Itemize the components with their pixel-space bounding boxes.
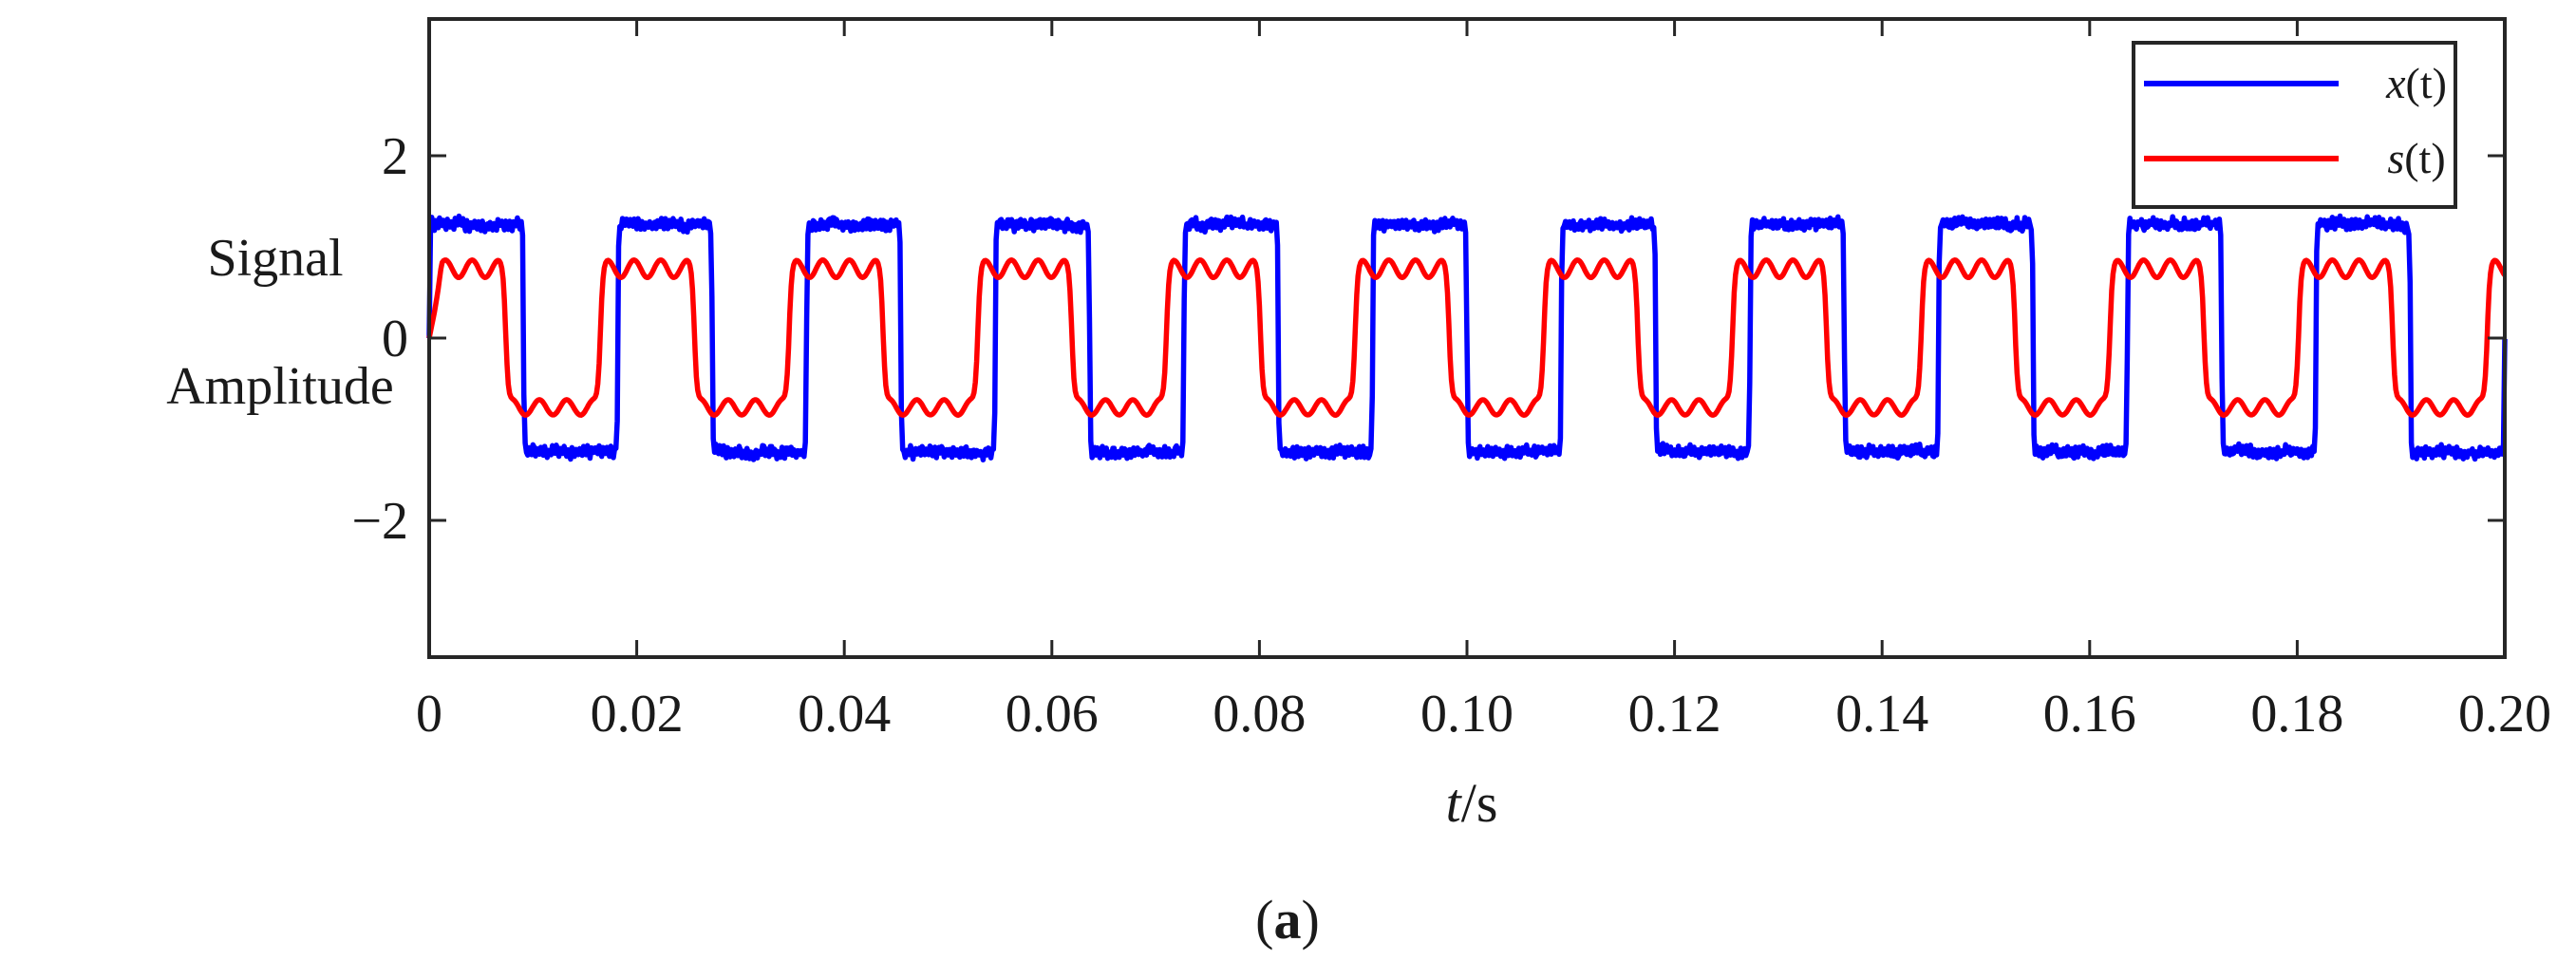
- x-tick-label: 0.14: [1835, 685, 1928, 744]
- x-tick-label: 0.10: [1420, 685, 1514, 744]
- x-tick-label: 0: [416, 685, 442, 744]
- panel-label: (a): [1255, 889, 1320, 951]
- legend-box: [2132, 41, 2457, 209]
- x-tick-label: 0.18: [2250, 685, 2343, 744]
- x-tick-label: 0.16: [2043, 685, 2136, 744]
- panel-label-letter: a: [1274, 889, 1302, 951]
- legend-label-x-arg: (t): [2406, 59, 2447, 107]
- legend-label-s-var: s: [2387, 134, 2404, 182]
- x-tick-label: 0.02: [591, 685, 684, 744]
- series-line-s: [426, 257, 2508, 418]
- x-tick-label: 0.12: [1628, 685, 1721, 744]
- x-tick-label: 0.06: [1006, 685, 1099, 744]
- y-axis-label-line-2: Amplitude: [166, 357, 394, 416]
- legend-label-s-arg: (t): [2404, 134, 2445, 182]
- legend-label-s: s(t): [2387, 134, 2445, 182]
- data-layer: [426, 213, 2508, 462]
- x-axis-label-var: t: [1446, 772, 1463, 834]
- legend-label-x: x(t): [2385, 59, 2447, 107]
- y-tick-label: 0: [382, 310, 408, 368]
- legend: x(t) s(t): [2132, 41, 2457, 209]
- y-axis-label-line-1: Signal: [207, 229, 343, 288]
- x-tick-label: 0.08: [1213, 685, 1306, 744]
- y-tick-label: 2: [382, 127, 408, 186]
- x-tick-label: 0.04: [798, 685, 891, 744]
- legend-label-x-var: x: [2385, 59, 2406, 107]
- x-axis-label: t/s: [1446, 772, 1498, 834]
- ticks-layer: 0 0.02 0.04 0.06 0.08 0.10 0.12 0.14 0.16 0.18 0.2…: [351, 19, 2551, 744]
- x-axis-label-unit: /s: [1461, 772, 1498, 834]
- x-tick-label: 0.20: [2458, 685, 2551, 744]
- series-line-x: [426, 213, 2508, 462]
- y-tick-label: −2: [351, 492, 408, 551]
